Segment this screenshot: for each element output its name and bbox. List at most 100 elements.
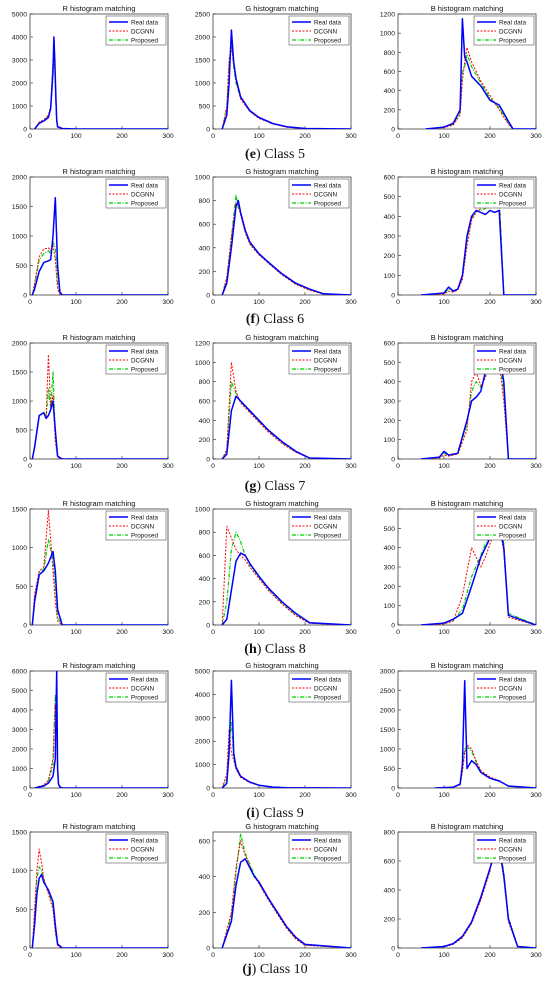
legend-label: Proposed — [499, 37, 526, 44]
y-tick-label: 4000 — [12, 708, 27, 715]
y-tick-label: 0 — [23, 293, 27, 300]
x-tick-label: 200 — [299, 133, 311, 140]
subfigure-caption: (f) Class 6 — [246, 312, 304, 327]
caption-letter-char: j — [246, 962, 252, 977]
legend-label: DCGNN — [499, 191, 523, 198]
x-tick-label: 0 — [211, 463, 215, 470]
histogram-chart: G histogram matching 0 200 400 600 0 100 200 300… — [199, 822, 357, 959]
x-tick-label: 300 — [530, 463, 542, 470]
caption-letter: ( — [246, 806, 251, 821]
x-tick-label: 100 — [438, 952, 450, 959]
caption-letter-close: ) Class 9 — [255, 806, 304, 821]
y-tick-label: 1000 — [12, 766, 27, 773]
legend: Real data DCGNN Proposed — [473, 178, 535, 209]
x-tick-label: 300 — [162, 133, 174, 140]
caption-letter: ( — [244, 642, 249, 657]
y-tick-label: 100 — [384, 603, 396, 610]
caption-letter: ( — [246, 312, 251, 327]
x-tick-label: 300 — [345, 133, 357, 140]
y-tick-label: 0 — [391, 623, 395, 630]
y-tick-label: 800 — [384, 50, 396, 57]
y-tick-label: 200 — [384, 584, 396, 591]
chart-title: G histogram matching — [245, 499, 318, 508]
y-tick-label: 200 — [384, 107, 396, 114]
y-tick-label: 800 — [199, 379, 211, 386]
legend-label: Proposed — [314, 37, 341, 44]
y-tick-label: 3000 — [12, 727, 27, 734]
y-tick-label: 1500 — [12, 204, 27, 211]
x-tick-label: 100 — [253, 629, 265, 636]
series-line-real-data — [434, 680, 536, 788]
x-tick-label: 100 — [70, 629, 82, 636]
chart-title: R histogram matching — [63, 167, 136, 176]
y-tick-label: 1000 — [195, 81, 210, 88]
y-tick-label: 500 — [384, 526, 396, 533]
y-tick-label: 800 — [199, 530, 211, 537]
histogram-chart: G histogram matching 0 200 400 600 800 1000 0 10… — [195, 499, 357, 636]
x-tick-label: 300 — [345, 952, 357, 959]
y-tick-label: 800 — [384, 830, 396, 837]
y-tick-label: 200 — [384, 418, 396, 425]
x-tick-label: 0 — [28, 792, 32, 799]
series-line-real-data — [221, 858, 351, 948]
series-line-real-data — [31, 400, 168, 459]
series-line-dcgnn — [221, 202, 351, 295]
legend: Real data DCGNN Proposed — [473, 833, 535, 864]
caption-letter-char: g — [249, 479, 256, 494]
legend: Real data DCGNN Proposed — [473, 344, 535, 375]
legend: Real data DCGNN Proposed — [473, 15, 535, 46]
y-tick-label: 200 — [199, 599, 211, 606]
y-tick-label: 500 — [384, 766, 396, 773]
legend: Real data DCGNN Proposed — [288, 833, 350, 864]
y-tick-label: 4000 — [12, 35, 27, 42]
legend-label: DCGNN — [131, 685, 155, 692]
x-tick-label: 300 — [530, 299, 542, 306]
y-tick-label: 0 — [23, 457, 27, 464]
x-tick-label: 100 — [70, 952, 82, 959]
y-tick-label: 2000 — [12, 175, 27, 182]
y-tick-label: 100 — [384, 273, 396, 280]
y-tick-label: 0 — [391, 127, 395, 134]
x-tick-label: 100 — [70, 792, 82, 799]
legend-label: Proposed — [314, 366, 341, 373]
series-line-real-data — [420, 519, 536, 625]
x-tick-label: 200 — [299, 952, 311, 959]
histogram-chart: G histogram matching01000200030004000500… — [195, 661, 357, 799]
y-tick-label: 3000 — [195, 715, 210, 722]
y-tick-label: 1000 — [380, 31, 395, 38]
x-tick-label: 300 — [345, 792, 357, 799]
chart-title: B histogram matching — [431, 333, 504, 342]
x-tick-label: 200 — [116, 463, 128, 470]
series-group — [34, 36, 168, 129]
chart-title: R histogram matching — [63, 499, 136, 508]
y-tick-label: 1500 — [380, 727, 395, 734]
x-tick-label: 100 — [438, 299, 450, 306]
histogram-chart: G histogram matching05001000150020002500… — [195, 4, 357, 140]
legend: Real data DCGNN Proposed — [288, 344, 350, 375]
x-tick-label: 300 — [162, 792, 174, 799]
legend-label: Proposed — [499, 855, 526, 862]
series-line-dcgnn — [420, 356, 536, 459]
chart-title: R histogram matching — [63, 4, 136, 13]
y-tick-label: 100 — [384, 437, 396, 444]
chart-title: R histogram matching — [63, 822, 136, 831]
x-tick-label: 100 — [253, 952, 265, 959]
x-tick-label: 0 — [211, 792, 215, 799]
series-group — [31, 354, 168, 459]
histogram-chart: R histogram matching01000200030004000500… — [12, 4, 174, 140]
caption-letter-close: ) Class 8 — [257, 642, 306, 657]
caption-letter: ( — [245, 147, 250, 162]
series-line-real-data — [34, 671, 168, 788]
subfigure-caption: (i) Class 9 — [246, 806, 304, 821]
x-tick-label: 300 — [162, 299, 174, 306]
y-tick-label: 600 — [199, 553, 211, 560]
x-tick-label: 300 — [162, 463, 174, 470]
y-tick-label: 2000 — [12, 341, 27, 348]
x-tick-label: 100 — [253, 792, 265, 799]
histogram-chart: B histogram matching 0 100 200 300 400 500 600 0… — [384, 333, 542, 470]
series-line-real-data — [221, 679, 351, 788]
legend-label: Real data — [314, 182, 341, 189]
legend-label: Proposed — [131, 532, 158, 539]
